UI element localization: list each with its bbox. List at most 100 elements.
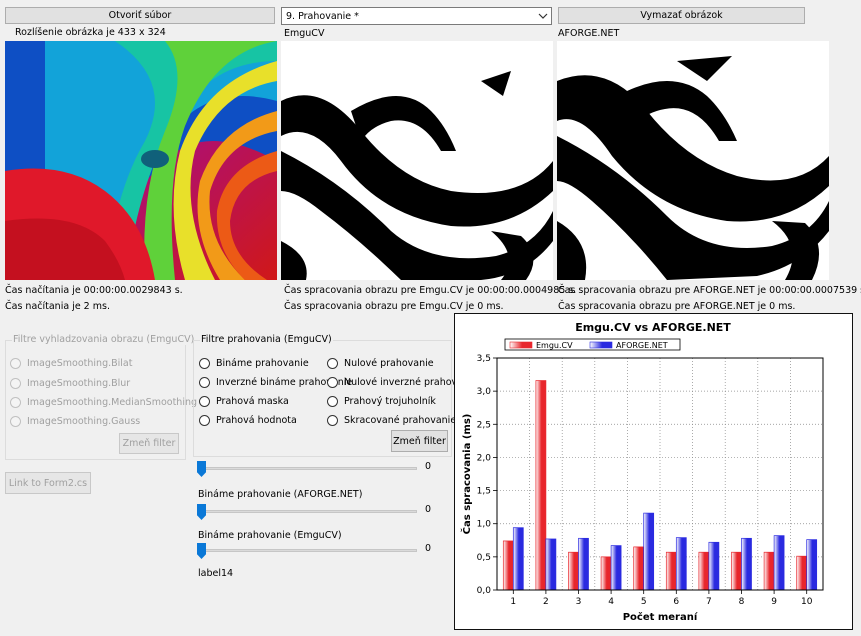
slider-track-1[interactable]	[199, 467, 417, 470]
slider-thumb-3[interactable]	[197, 543, 206, 559]
aforge-title: AFORGE.NET	[558, 28, 620, 39]
slider-thumb-1[interactable]	[197, 461, 206, 477]
radio-label: ImageSmoothing.Gauss	[27, 416, 141, 427]
radio-label: Prahová maska	[216, 396, 289, 407]
x-tick-label: 2	[543, 597, 549, 607]
legend-swatch-aforge	[589, 341, 613, 349]
change-threshold-filter-button[interactable]: Zmeň filter	[391, 430, 448, 452]
slider-track-3[interactable]	[199, 549, 417, 552]
bar-aforge	[708, 541, 720, 591]
change-smoothing-filter-button[interactable]: Zmeň filter	[119, 433, 179, 454]
bar-aforge	[578, 537, 589, 591]
x-tick-label: 10	[801, 597, 813, 607]
radio-label: Nulové inverzné prahovanie	[344, 377, 478, 388]
emgucv-image	[281, 41, 553, 280]
bar-aforge	[610, 545, 622, 591]
open-file-button[interactable]: Otvoriť súbor	[5, 7, 275, 24]
chart-title: Emgu.CV vs AFORGE.NET	[575, 321, 731, 334]
emgu-time-seconds: Čas spracovania obrazu pre Emgu.CV je 00…	[284, 285, 577, 296]
slider-value-3: 0	[425, 543, 432, 554]
x-tick-label: 4	[608, 597, 614, 607]
bar-aforge	[545, 538, 557, 591]
radio-label: Nulové prahovanie	[344, 358, 434, 369]
threshold-group-title: Filtre prahovania (EmguCV)	[200, 334, 333, 345]
y-axis-label: Čas spracovania (ms)	[460, 414, 473, 535]
radio-label: Inverzné bináme prahovanie	[216, 377, 353, 388]
radio-label: ImageSmoothing.Bilat	[27, 358, 133, 369]
radio-binary-threshold[interactable]: Bináme prahovanie	[199, 358, 309, 369]
link-form2-button[interactable]: Link to Form2.cs	[5, 472, 91, 494]
radio-zero-threshold[interactable]: Nulové prahovanie	[327, 358, 434, 369]
x-tick-label: 6	[673, 597, 679, 607]
y-tick-label: 0,5	[477, 553, 491, 563]
smoothing-group-title: Filtre vyhladzovania obrazu (EmguCV)	[12, 334, 196, 345]
y-tick-label: 3,5	[477, 354, 491, 364]
bar-aforge	[741, 537, 752, 591]
legend-swatch-emgu	[509, 341, 533, 349]
bar-aforge	[512, 527, 524, 591]
binary-emgu-label: Bináme prahovanie (EmguCV)	[198, 530, 342, 541]
radio-label: Prahový trojuholník	[344, 396, 436, 407]
load-time-ms: Čas načítania je 2 ms.	[5, 301, 110, 312]
radio-label: ImageSmoothing.Blur	[27, 378, 131, 389]
emgucv-title: EmguCV	[284, 28, 325, 39]
radio-label: Skracované prahovanie	[344, 415, 457, 426]
y-tick-label: 1,5	[477, 487, 491, 497]
radio-label: ImageSmoothing.MedianSmoothing	[27, 397, 198, 408]
label14: label14	[198, 568, 234, 579]
radio-circle	[327, 358, 338, 369]
radio-threshold-mask[interactable]: Prahová maska	[199, 396, 289, 407]
x-axis-label: Počet meraní	[623, 611, 698, 623]
bar-aforge	[773, 535, 785, 591]
radio-threshold-value[interactable]: Prahová hodnota	[199, 415, 297, 426]
radio-circle	[199, 358, 210, 369]
aforge-time-ms: Čas spracovania obrazu pre AFORGE.NET je…	[558, 301, 796, 312]
legend-label-aforge: AFORGE.NET	[616, 341, 668, 350]
filter-select[interactable]: 9. Prahovanie *	[281, 7, 552, 25]
radio-circle	[327, 396, 338, 407]
radio-smoothing-bilat[interactable]: ImageSmoothing.Bilat	[10, 358, 132, 369]
radio-triangle-threshold[interactable]: Prahový trojuholník	[327, 396, 436, 407]
y-tick-label: 0,0	[477, 586, 492, 596]
y-tick-label: 1,0	[477, 520, 492, 530]
bar-emgu	[600, 556, 612, 591]
clear-image-button[interactable]: Vymazať obrázok	[558, 7, 805, 24]
radio-truncated-threshold[interactable]: Skracované prahovanie	[327, 415, 456, 426]
radio-circle	[199, 377, 210, 388]
bar-emgu	[796, 555, 808, 591]
radio-smoothing-gauss[interactable]: ImageSmoothing.Gauss	[10, 416, 140, 427]
radio-label: Bináme prahovanie	[216, 358, 309, 369]
slider-track-2[interactable]	[199, 510, 417, 513]
radio-smoothing-median[interactable]: ImageSmoothing.MedianSmoothing	[10, 397, 197, 408]
smoothing-filters-group: Filtre vyhladzovania obrazu (EmguCV) Ima…	[5, 334, 197, 460]
slider-value-1: 0	[425, 461, 432, 472]
binary-aforge-label: Bináme prahovanie (AFORGE.NET)	[198, 489, 363, 500]
resolution-label: Rozlíšenie obrázka je 433 x 324	[15, 27, 166, 38]
y-tick-label: 2,5	[477, 420, 491, 430]
legend-label-emgu: Emgu.CV	[536, 341, 573, 350]
bar-emgu	[698, 551, 710, 591]
x-tick-label: 1	[510, 597, 516, 607]
radio-inverse-binary-threshold[interactable]: Inverzné bináme prahovanie	[199, 377, 352, 388]
load-time-seconds: Čas načítania je 00:00:00.0029843 s.	[5, 285, 183, 296]
bar-emgu	[568, 551, 579, 591]
threshold-filters-group: Filtre prahovania (EmguCV) Bináme prahov…	[193, 334, 478, 457]
x-tick-label: 7	[706, 597, 712, 607]
bar-emgu	[763, 551, 775, 591]
bar-emgu	[633, 546, 645, 591]
radio-zero-inverse-threshold[interactable]: Nulové inverzné prahovanie	[327, 377, 478, 388]
bar-emgu	[535, 380, 547, 591]
y-tick-label: 2,0	[477, 453, 492, 463]
aforge-time-seconds: Čas spracovania obrazu pre AFORGE.NET je…	[558, 285, 861, 296]
radio-circle	[327, 377, 338, 388]
slider-thumb-2[interactable]	[197, 504, 206, 520]
x-tick-label: 5	[641, 597, 647, 607]
filter-select-value: 9. Prahovanie *	[286, 11, 359, 22]
radio-circle	[10, 358, 21, 369]
x-tick-label: 3	[576, 597, 582, 607]
radio-circle	[10, 416, 21, 427]
radio-smoothing-blur[interactable]: ImageSmoothing.Blur	[10, 378, 130, 389]
aforge-image	[557, 41, 829, 280]
x-tick-label: 9	[771, 597, 777, 607]
